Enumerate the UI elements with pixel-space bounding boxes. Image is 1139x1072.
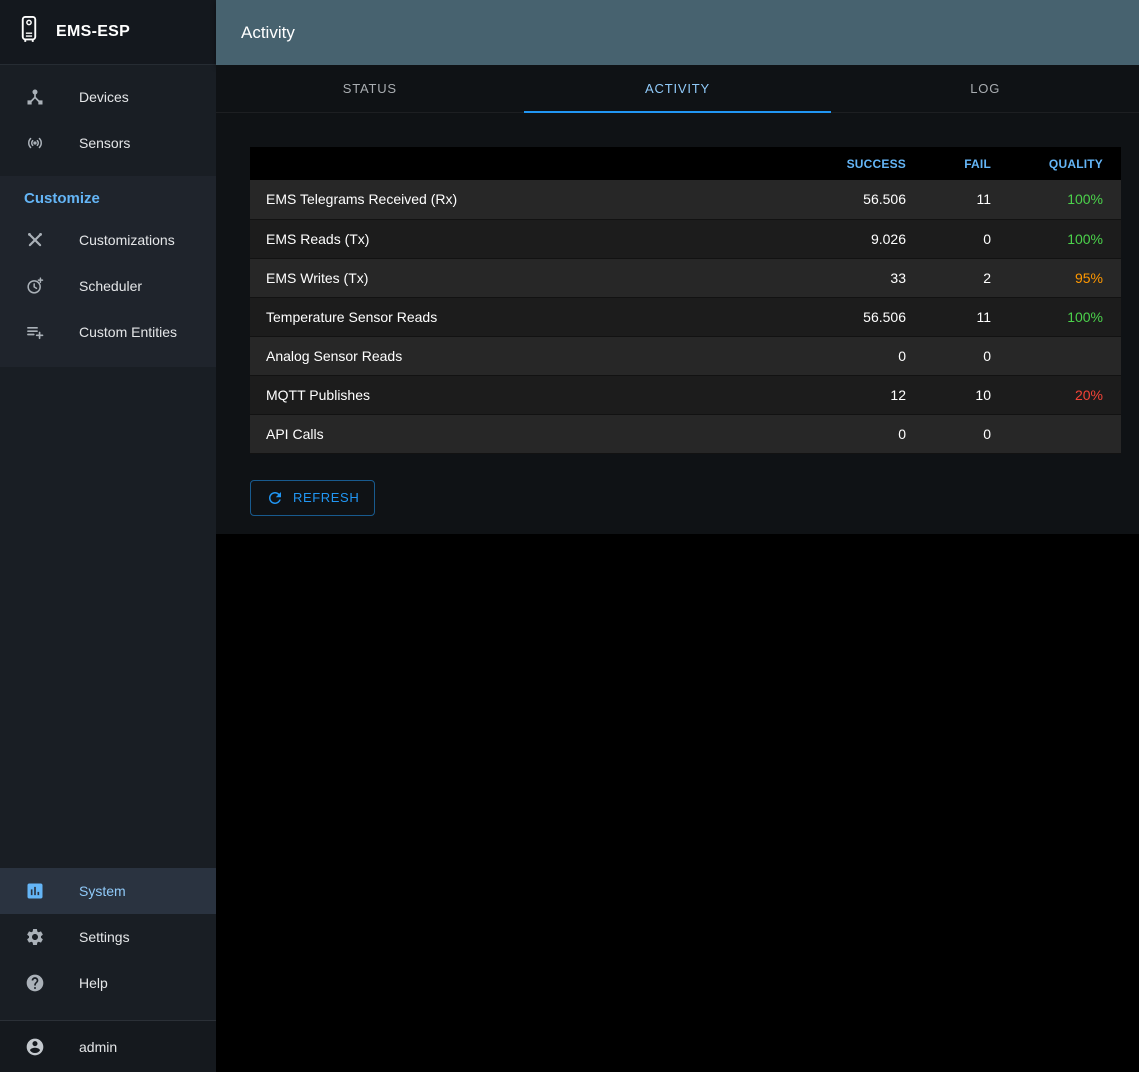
user-name: admin [79,1038,118,1055]
table-row: EMS Reads (Tx) 9.026 0 100% [250,219,1121,258]
metric-success: 56.506 [863,308,906,325]
metric-quality: 100% [1067,230,1103,247]
metric-success: 33 [890,269,906,286]
sidebar-item-system[interactable]: System [0,868,216,914]
sidebar-main-menu: Devices Sensors [0,65,216,166]
sidebar-user[interactable]: admin [0,1020,216,1072]
metric-quality [1009,336,1121,375]
metric-success: 0 [898,425,906,442]
metric-quality [1009,414,1121,453]
refresh-icon [266,489,284,507]
tab-status[interactable]: STATUS [342,81,397,96]
clock-plus-icon [25,276,45,296]
metric-name: EMS Reads (Tx) [266,230,370,247]
account-circle-icon [25,1037,45,1057]
sidebar-item-help[interactable]: Help [0,960,216,1006]
sidebar-item-label: Settings [79,929,130,945]
sensors-icon [25,133,45,153]
table-header-row: SUCCESS FAIL QUALITY [250,147,1121,180]
metric-fail: 11 [976,308,991,325]
tab-activity[interactable]: ACTIVITY [523,65,832,113]
metric-name: EMS Telegrams Received (Rx) [266,191,458,208]
ems-esp-logo-icon [14,14,44,51]
metric-quality: 100% [1067,191,1103,208]
construction-icon [25,230,45,250]
content-panel: STATUS ACTIVITY LOG SUCCESS FAIL QUALITY… [216,65,1139,534]
metric-fail: 10 [975,386,991,403]
sidebar-item-label: Devices [79,89,129,105]
refresh-button[interactable]: REFRESH [250,479,376,516]
sidebar-item-label: Help [79,975,108,991]
metric-name: Temperature Sensor Reads [266,308,438,325]
col-header-success: SUCCESS [846,156,906,171]
metric-success: 9.026 [870,230,906,247]
metric-fail: 2 [983,269,991,286]
customize-section-header[interactable]: Customize [24,190,100,207]
page-title: Activity [241,22,295,42]
table-row: Analog Sensor Reads 0 0 [250,336,1121,375]
table-row: EMS Writes (Tx) 33 2 95% [250,258,1121,297]
device-hub-icon [25,87,45,107]
metric-fail: 11 [976,191,991,208]
sidebar-item-label: Sensors [79,135,131,151]
metric-quality: 95% [1074,269,1103,286]
metric-name: MQTT Publishes [266,386,370,403]
gear-icon [25,927,45,947]
col-header-quality: QUALITY [1048,156,1103,171]
metric-success: 12 [890,386,906,403]
sidebar-item-label: Custom Entities [79,324,178,340]
playlist-add-icon [25,322,45,342]
sidebar-bottom-menu: System Settings Help [0,868,216,1006]
sidebar-item-sensors[interactable]: Sensors [0,120,216,166]
sidebar-item-scheduler[interactable]: Scheduler [0,263,216,309]
table-row: Temperature Sensor Reads 56.506 11 100% [250,297,1121,336]
metric-fail: 0 [983,347,991,364]
table-row: API Calls 0 0 [250,414,1121,453]
metric-name: Analog Sensor Reads [266,347,403,364]
sidebar-item-label: System [79,883,126,899]
sidebar-item-customizations[interactable]: Customizations [0,217,216,263]
metric-name: EMS Writes (Tx) [266,269,369,286]
tab-log[interactable]: LOG [970,81,1001,96]
metric-success: 56.506 [863,191,906,208]
sidebar-spacer [0,367,216,868]
sidebar-item-custom-entities[interactable]: Custom Entities [0,309,216,355]
sidebar-section-customize: Customize Customizations Scheduler [0,176,216,367]
app-title: EMS-ESP [56,23,131,40]
table-row: MQTT Publishes 12 10 20% [250,375,1121,414]
refresh-button-label: REFRESH [293,490,360,505]
tab-bar: STATUS ACTIVITY LOG [216,65,1139,113]
sidebar-item-label: Scheduler [79,278,143,294]
analytics-icon [25,881,45,901]
metric-quality: 20% [1074,386,1103,403]
help-icon [25,973,45,993]
metric-fail: 0 [983,425,991,442]
col-header-name [250,147,784,180]
table-row: EMS Telegrams Received (Rx) 56.506 11 10… [250,180,1121,219]
metric-success: 0 [898,347,906,364]
metric-name: API Calls [266,425,324,442]
app-logo-header: EMS-ESP [0,0,216,65]
metric-quality: 100% [1067,308,1103,325]
sidebar-item-label: Customizations [79,232,175,248]
sidebar-item-settings[interactable]: Settings [0,914,216,960]
sidebar: EMS-ESP Devices Sensors Customize [0,0,216,1072]
metric-fail: 0 [983,230,991,247]
main-area: Activity STATUS ACTIVITY LOG SUCCESS FAI… [216,0,1139,1072]
appbar: Activity [216,0,1139,65]
sidebar-item-devices[interactable]: Devices [0,74,216,120]
activity-table-container: SUCCESS FAIL QUALITY EMS Telegrams Recei… [250,147,1121,516]
col-header-fail: FAIL [964,156,991,171]
activity-table: SUCCESS FAIL QUALITY EMS Telegrams Recei… [250,147,1121,454]
